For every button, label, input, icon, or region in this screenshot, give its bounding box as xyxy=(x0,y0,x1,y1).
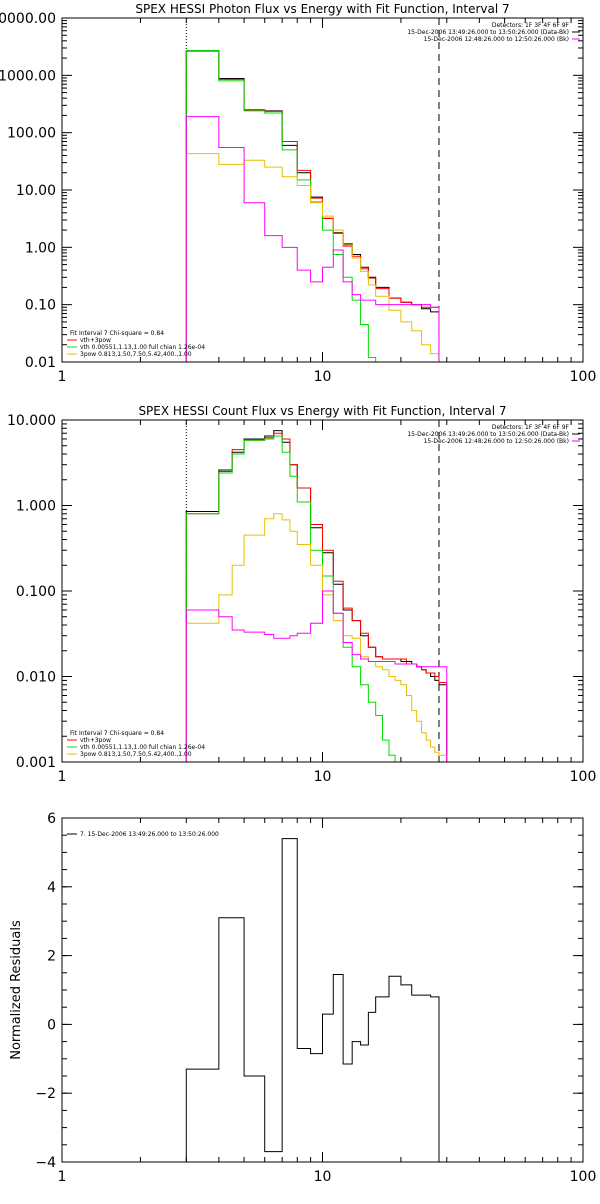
x-tick-label: 1 xyxy=(58,769,67,785)
series-group xyxy=(185,430,448,762)
y-tick-label: 0.010 xyxy=(16,670,56,686)
y-tick-label: 0.01 xyxy=(25,355,56,371)
series-pow xyxy=(185,513,448,762)
y-tick-label: 6 xyxy=(47,811,56,827)
y-tick-label: −2 xyxy=(35,1086,56,1102)
legend-entry: 3pow 0.813,1.50,7.50,5.42,400.,1.00 xyxy=(80,751,192,758)
y-tick-label: 10.000 xyxy=(7,413,56,429)
header-line: Detectors: 1F 3F 4F 6F 9F xyxy=(492,424,570,431)
y-tick-label: 10000.00 xyxy=(0,11,56,27)
plot-frame xyxy=(61,17,584,363)
series-vth xyxy=(185,50,377,362)
x-tick-label: 1 xyxy=(58,1169,67,1185)
chart-panel-3: Normalized Residuals 1 10 100 −4 −2 0 2 4 6 7. 15-… xyxy=(9,811,597,1185)
series-total xyxy=(185,430,448,762)
y-axis-label: Normalized Residuals xyxy=(9,920,24,1060)
legend-entry: Fit Interval 7 Chi-square = 0.84 xyxy=(70,730,164,737)
legend-entry: Fit Interval 7 Chi-square = 0.84 xyxy=(70,330,164,337)
header-line: Detectors: 1F 3F 4F 6F 9F xyxy=(492,22,570,29)
x-tick-label: 100 xyxy=(570,1169,597,1185)
series-resid xyxy=(185,838,440,1162)
header-line: 15-Dec-2006 13:49:26.000 to 13:50:26.000… xyxy=(407,29,569,36)
series-group xyxy=(185,50,440,362)
y-tick-label: 1000.00 xyxy=(0,68,56,84)
chart-title: SPEX HESSI Count Flux vs Energy with Fit… xyxy=(138,404,506,418)
legend-entry: vth 0.00551,1.13,1.00 full chian 1.26e-0… xyxy=(80,744,205,751)
series-bk xyxy=(185,116,440,362)
x-tick-label: 1 xyxy=(58,369,67,385)
series-model xyxy=(185,432,448,762)
x-tick-label: 10 xyxy=(314,369,332,385)
chart-title: SPEX HESSI Photon Flux vs Energy with Fi… xyxy=(135,2,509,16)
y-tick-label: 10.00 xyxy=(16,183,56,199)
legend-entry: vth+3pow xyxy=(80,737,111,744)
y-tick-label: 1.00 xyxy=(25,240,56,256)
plot-frame xyxy=(61,419,584,763)
x-tick-label: 100 xyxy=(570,769,597,785)
series-bk xyxy=(185,590,448,762)
legend-entry: 7. 15-Dec-2006 13:49:26.000 to 13:50:26.… xyxy=(80,831,219,838)
series-vth xyxy=(185,435,396,762)
legend-entry: vth 0.00551,1.13,1.00 full chian 1.26e-0… xyxy=(80,344,205,351)
y-tick-label: 0 xyxy=(47,1017,56,1033)
y-tick-label: 0.001 xyxy=(16,755,56,771)
legend-entry: 3pow 0.813,1.50,7.50,5.42,400.,1.00 xyxy=(80,351,192,358)
y-tick-label: 4 xyxy=(47,880,56,896)
y-tick-label: 2 xyxy=(47,949,56,965)
x-tick-label: 10 xyxy=(314,769,332,785)
header-line: 15-Dec-2006 12:48:26.000 to 12:50:26.000… xyxy=(424,438,569,445)
series-group xyxy=(185,838,440,1162)
chart-panel-1: SPEX HESSI Photon Flux vs Energy with Fi… xyxy=(0,2,597,385)
x-tick-label: 10 xyxy=(314,1169,332,1185)
y-tick-label: −4 xyxy=(35,1155,56,1171)
header-line: 15-Dec-2006 13:49:26.000 to 13:50:26.000… xyxy=(407,431,569,438)
header-line: 15-Dec-2006 12:48:26.000 to 12:50:26.000… xyxy=(424,36,569,43)
plot-frame xyxy=(61,817,584,1163)
y-tick-label: 100.00 xyxy=(7,126,56,142)
x-tick-label: 100 xyxy=(570,369,597,385)
y-tick-label: 0.100 xyxy=(16,584,56,600)
series-pow xyxy=(185,153,440,362)
chart-panel-2: SPEX HESSI Count Flux vs Energy with Fit… xyxy=(7,404,597,785)
y-tick-label: 0.10 xyxy=(25,298,56,314)
legend-entry: vth+3pow xyxy=(80,337,111,344)
y-tick-label: 1.000 xyxy=(16,499,56,515)
